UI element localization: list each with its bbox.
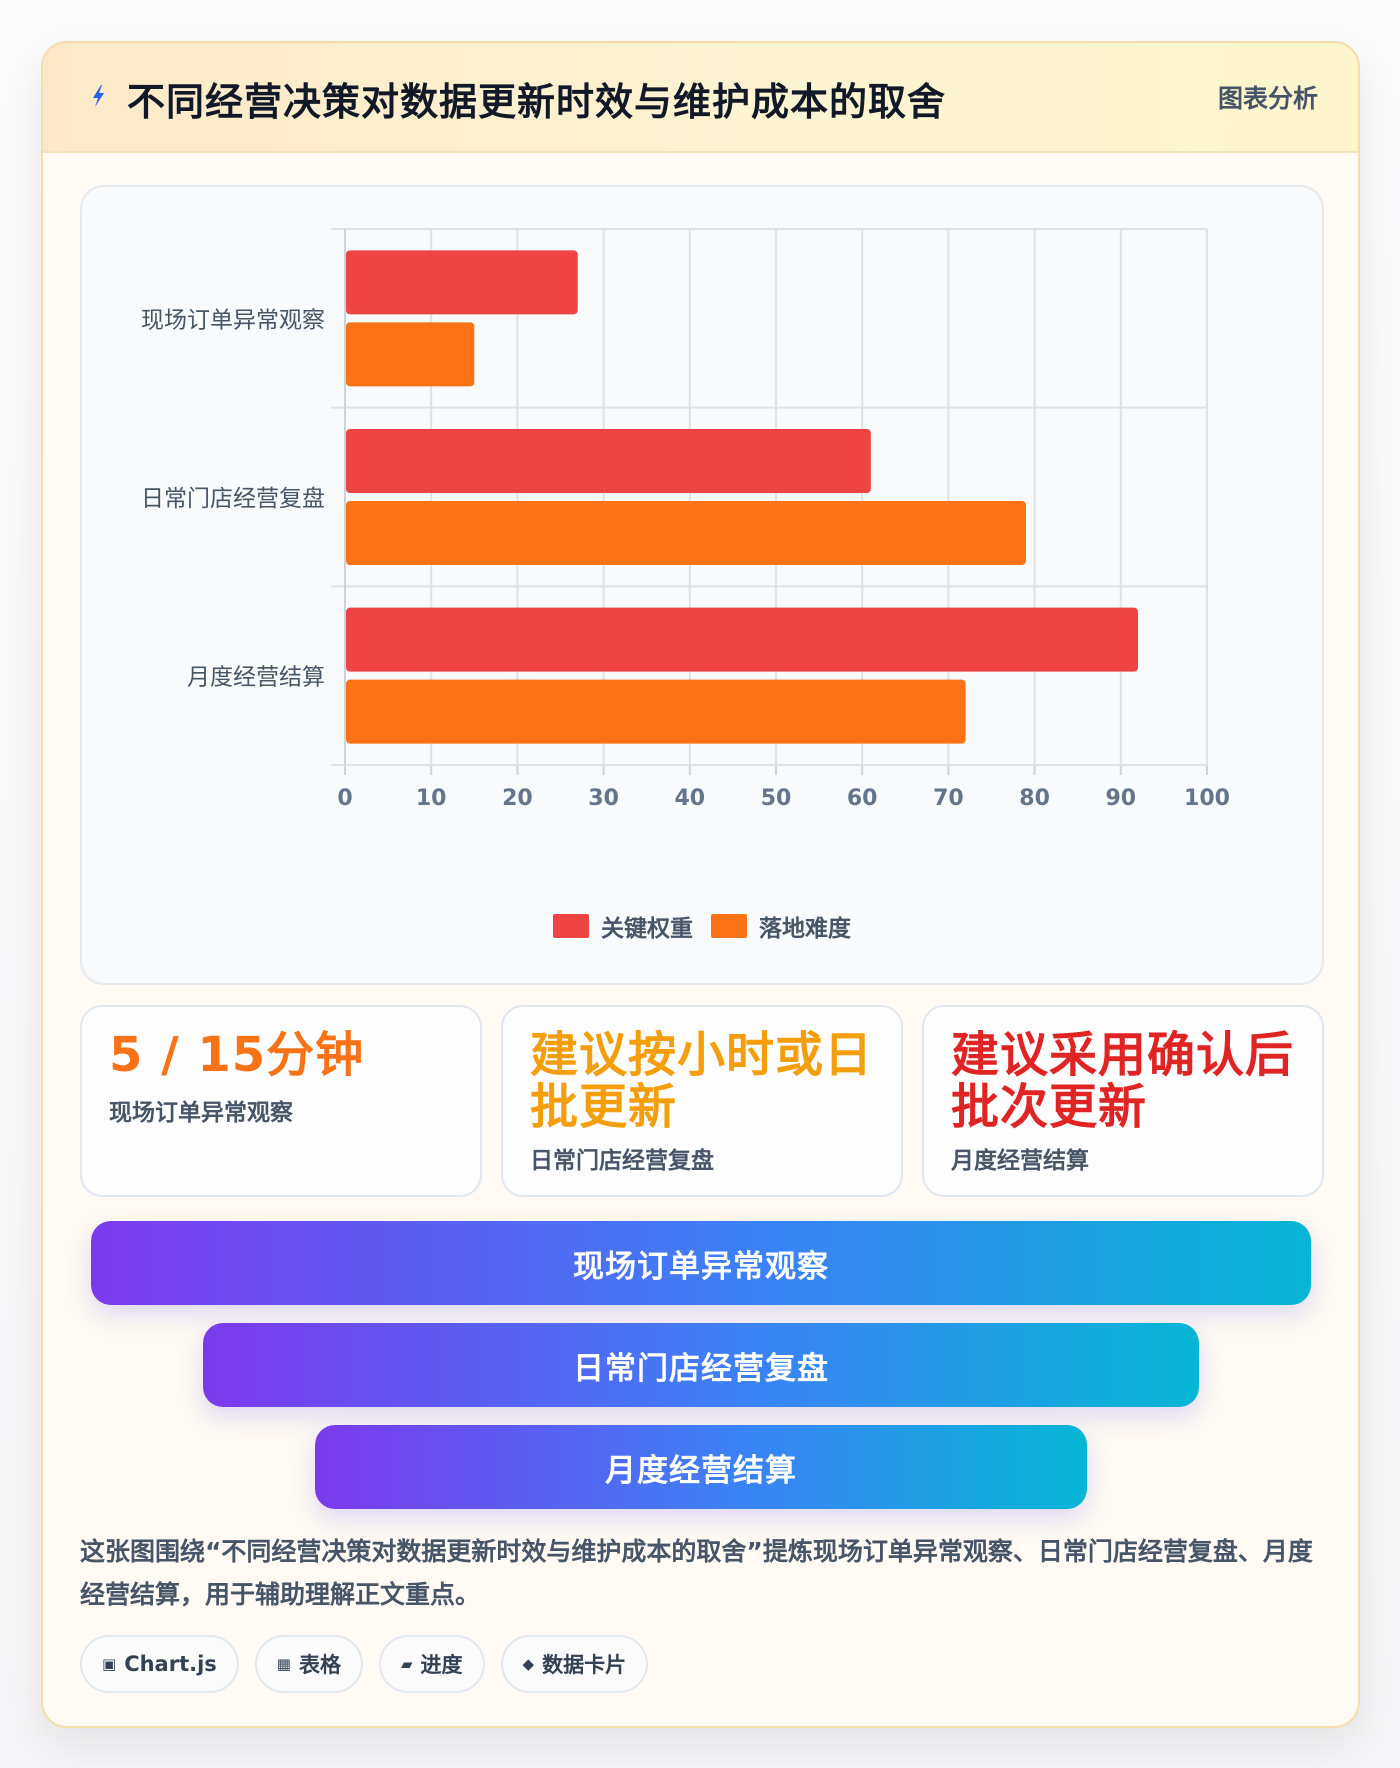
stat-value-2: 建议按小时或日批更新 (530, 1027, 874, 1135)
x-tick-label: 60 (847, 786, 878, 811)
legend-item-series-2[interactable]: 落地难度 (711, 909, 851, 943)
table-icon: ▦ (276, 1655, 291, 1673)
chip-data-card[interactable]: ◆ 数据卡片 (500, 1635, 649, 1693)
bar-1-2 (346, 429, 871, 493)
header-tag: 图表分析 (1217, 84, 1318, 113)
stat-label-1: 现场订单异常观察 (109, 1100, 293, 1126)
stat-card-3: 建议采用确认后批次更新 月度经营结算 (922, 1005, 1324, 1197)
funnel-step-1: 现场订单异常观察 (91, 1221, 1311, 1305)
chip-label: 进度 (420, 1653, 463, 1677)
y-tick-label: 日常门店经营复盘 (141, 486, 325, 512)
stat-value-3: 建议采用确认后批次更新 (951, 1027, 1295, 1135)
chart-description: 这张图围绕“不同经营决策对数据更新时效与维护成本的取舍”提炼现场订单异常观察、日… (80, 1537, 1313, 1609)
chip-progress[interactable]: ▰ 进度 (378, 1635, 485, 1693)
chip-chartjs[interactable]: ▣ Chart.js (80, 1635, 239, 1693)
card-icon: ◆ (522, 1655, 535, 1673)
stat-cards: 5 / 15分钟 现场订单异常观察 建议按小时或日批更新 日常门店经营复盘 建议… (80, 1005, 1324, 1197)
funnel: 现场订单异常观察 日常门店经营复盘 月度经营结算 (43, 1221, 1358, 1521)
x-tick-label: 100 (1184, 786, 1230, 811)
bar-chart: 0 10 20 30 40 50 60 70 80 90 100 现场订单异常观察日常门店经营复盘月度… (141, 228, 1230, 811)
x-tick-label: 10 (416, 786, 447, 811)
chart-legend: 关键权重 落地难度 (82, 909, 1322, 943)
x-tick-label: 30 (588, 786, 619, 811)
chart-icon: ▣ (102, 1655, 117, 1673)
stat-value-1: 5 / 15分钟 (109, 1027, 365, 1083)
progress-icon: ▰ (400, 1655, 413, 1673)
lightning-icon (93, 85, 104, 107)
legend-label-series-2: 落地难度 (759, 916, 851, 942)
x-tick-label: 40 (674, 786, 705, 811)
x-tick-label: 90 (1105, 786, 1136, 811)
bar-2-3 (346, 679, 966, 744)
chip-table[interactable]: ▦ 表格 (254, 1635, 363, 1693)
card-header: 不同经营决策对数据更新时效与维护成本的取舍 图表分析 (43, 43, 1358, 153)
stat-label-3: 月度经营结算 (951, 1148, 1089, 1174)
chip-label: Chart.js (124, 1652, 217, 1676)
chart-card: 不同经营决策对数据更新时效与维护成本的取舍 图表分析 0 10 20 30 40 50 60… (41, 41, 1360, 1728)
chip-label: 数据卡片 (542, 1653, 627, 1677)
y-tick-label: 现场订单异常观察 (141, 307, 325, 333)
x-tick-label: 70 (933, 786, 964, 811)
bar-2-1 (346, 322, 475, 387)
funnel-step-3: 月度经营结算 (315, 1425, 1087, 1509)
legend-swatch-series-2 (711, 914, 747, 938)
bar-1-3 (346, 607, 1139, 672)
stat-label-2: 日常门店经营复盘 (530, 1148, 714, 1174)
tag-chips: ▣ Chart.js ▦ 表格 ▰ 进度 ◆ 数据卡片 (80, 1635, 649, 1693)
x-tick-label: 20 (502, 786, 533, 811)
legend-label-series-1: 关键权重 (601, 916, 693, 942)
bar-2-2 (346, 501, 1026, 565)
y-tick-label: 月度经营结算 (187, 665, 325, 691)
stat-card-1: 5 / 15分钟 现场订单异常观察 (80, 1005, 482, 1197)
chart-panel: 0 10 20 30 40 50 60 70 80 90 100 现场订单异常观察 日常门店经营复盘月度… (80, 185, 1324, 985)
legend-swatch-series-1 (553, 914, 589, 938)
bar-1-1 (346, 250, 578, 315)
chip-label: 表格 (298, 1653, 341, 1677)
legend-item-series-1[interactable]: 关键权重 (553, 909, 693, 943)
x-tick-label: 0 (337, 786, 352, 811)
funnel-step-2: 日常门店经营复盘 (203, 1323, 1199, 1407)
page-title: 不同经营决策对数据更新时效与维护成本的取舍 (127, 80, 947, 124)
x-tick-label: 50 (761, 786, 792, 811)
stat-card-2: 建议按小时或日批更新 日常门店经营复盘 (501, 1005, 903, 1197)
x-tick-label: 80 (1019, 786, 1050, 811)
